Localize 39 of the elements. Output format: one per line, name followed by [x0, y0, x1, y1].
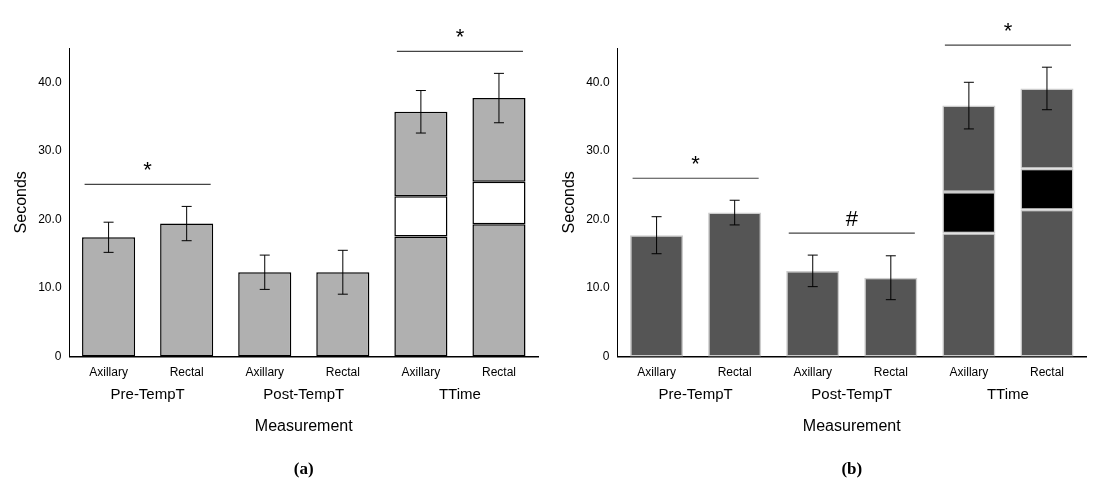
x-tick-label: Axillary	[793, 365, 833, 380]
x-tick-label: Rectal	[1029, 365, 1064, 380]
x-axis-title: Measurement	[802, 417, 902, 435]
x-tick-label: Rectal	[325, 365, 360, 380]
annotation: *	[143, 157, 153, 183]
y-tick-label: 40.0	[38, 74, 62, 89]
y-tick-label: 30.0	[586, 143, 610, 158]
x-tick-label: Rectal	[169, 365, 204, 380]
x-tick-label: Rectal	[873, 365, 908, 380]
text: Post-TempT	[263, 384, 345, 402]
text: TTime	[438, 384, 481, 402]
x-tick-label: Rectal	[481, 365, 516, 380]
annotation: *	[691, 151, 701, 177]
y-axis-title: Seconds	[560, 171, 578, 234]
y-tick-label: 10.0	[38, 280, 62, 295]
x-tick-label: Axillary	[637, 365, 676, 380]
y-axis-title: Seconds	[12, 171, 30, 234]
y-tick-label: 40.0	[586, 74, 610, 89]
y-tick-label: 0	[602, 348, 610, 363]
x-tick-label: Rectal	[717, 365, 752, 380]
y-tick-label: 10.0	[586, 280, 610, 295]
annotation: #	[845, 206, 859, 232]
annotation: *	[455, 24, 465, 50]
text: (b)	[841, 458, 863, 478]
y-tick-label: 20.0	[38, 211, 62, 226]
x-axis-title: Measurement	[254, 417, 354, 435]
y-tick-label: 30.0	[38, 143, 62, 158]
x-tick-label: Axillary	[89, 365, 128, 380]
text: Pre-TempT	[658, 384, 733, 402]
text: TTime	[986, 384, 1029, 402]
y-tick-label: 0	[54, 348, 62, 363]
text: Post-TempT	[811, 384, 893, 402]
text: (a)	[293, 458, 314, 478]
y-tick-label: 20.0	[586, 211, 610, 226]
x-tick-label: Axillary	[245, 365, 285, 380]
text: Pre-TempT	[110, 384, 185, 402]
text: *	[1003, 18, 1013, 44]
x-tick-label: Axillary	[401, 365, 441, 380]
x-tick-label: Axillary	[949, 365, 989, 380]
